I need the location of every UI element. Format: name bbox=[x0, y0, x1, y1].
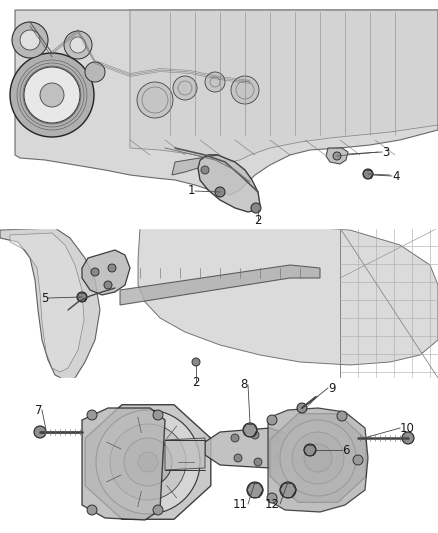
Circle shape bbox=[353, 455, 363, 465]
Polygon shape bbox=[268, 408, 368, 512]
Circle shape bbox=[297, 403, 307, 413]
Circle shape bbox=[304, 444, 316, 456]
Text: 9: 9 bbox=[328, 382, 336, 394]
Circle shape bbox=[110, 424, 186, 500]
Circle shape bbox=[267, 493, 277, 503]
Circle shape bbox=[173, 76, 197, 100]
Circle shape bbox=[292, 432, 344, 484]
Circle shape bbox=[70, 37, 86, 53]
Circle shape bbox=[104, 281, 112, 289]
Polygon shape bbox=[130, 10, 438, 162]
Polygon shape bbox=[10, 233, 84, 372]
Circle shape bbox=[251, 431, 259, 439]
Circle shape bbox=[12, 22, 48, 58]
Polygon shape bbox=[165, 438, 205, 470]
Circle shape bbox=[254, 458, 262, 466]
Circle shape bbox=[20, 30, 40, 50]
Circle shape bbox=[205, 72, 225, 92]
Circle shape bbox=[247, 482, 263, 498]
Circle shape bbox=[153, 505, 163, 515]
Circle shape bbox=[87, 505, 97, 515]
Circle shape bbox=[137, 82, 173, 118]
Polygon shape bbox=[205, 428, 292, 468]
Text: 3: 3 bbox=[382, 146, 389, 158]
Circle shape bbox=[201, 166, 209, 174]
Circle shape bbox=[96, 410, 200, 514]
Polygon shape bbox=[0, 228, 100, 380]
Circle shape bbox=[64, 31, 92, 59]
Circle shape bbox=[234, 454, 242, 462]
Text: 10: 10 bbox=[400, 422, 415, 434]
Circle shape bbox=[274, 454, 282, 462]
Text: 12: 12 bbox=[265, 497, 280, 511]
Circle shape bbox=[85, 62, 105, 82]
Text: 4: 4 bbox=[392, 169, 399, 182]
Circle shape bbox=[251, 203, 261, 213]
Circle shape bbox=[363, 169, 373, 179]
Text: 2: 2 bbox=[254, 214, 262, 227]
Circle shape bbox=[124, 438, 172, 486]
Text: 2: 2 bbox=[192, 376, 200, 389]
Circle shape bbox=[231, 434, 239, 442]
Circle shape bbox=[304, 444, 332, 472]
Circle shape bbox=[215, 187, 225, 197]
Circle shape bbox=[271, 436, 279, 444]
Circle shape bbox=[231, 76, 259, 104]
Circle shape bbox=[333, 152, 341, 160]
Circle shape bbox=[91, 268, 99, 276]
Polygon shape bbox=[270, 414, 366, 502]
Text: 6: 6 bbox=[342, 443, 350, 456]
Circle shape bbox=[267, 415, 277, 425]
Polygon shape bbox=[172, 155, 218, 175]
Circle shape bbox=[108, 264, 116, 272]
Polygon shape bbox=[326, 148, 348, 164]
Circle shape bbox=[337, 411, 347, 421]
Polygon shape bbox=[15, 10, 438, 195]
Polygon shape bbox=[82, 408, 165, 520]
Text: 8: 8 bbox=[240, 378, 248, 392]
Polygon shape bbox=[85, 405, 211, 519]
Text: 1: 1 bbox=[187, 184, 195, 198]
Polygon shape bbox=[82, 250, 130, 295]
Circle shape bbox=[153, 410, 163, 420]
Circle shape bbox=[77, 292, 87, 302]
Polygon shape bbox=[198, 155, 260, 212]
Circle shape bbox=[280, 482, 296, 498]
Circle shape bbox=[40, 83, 64, 107]
Circle shape bbox=[402, 432, 414, 444]
Circle shape bbox=[10, 53, 94, 137]
Polygon shape bbox=[120, 265, 320, 305]
Circle shape bbox=[192, 358, 200, 366]
Polygon shape bbox=[138, 225, 438, 365]
Text: 7: 7 bbox=[35, 403, 42, 416]
Circle shape bbox=[280, 420, 356, 496]
Circle shape bbox=[243, 423, 257, 437]
Text: 5: 5 bbox=[41, 292, 48, 304]
Circle shape bbox=[34, 426, 46, 438]
Circle shape bbox=[138, 452, 158, 472]
Circle shape bbox=[24, 67, 80, 123]
Circle shape bbox=[87, 410, 97, 420]
Text: 11: 11 bbox=[233, 497, 248, 511]
